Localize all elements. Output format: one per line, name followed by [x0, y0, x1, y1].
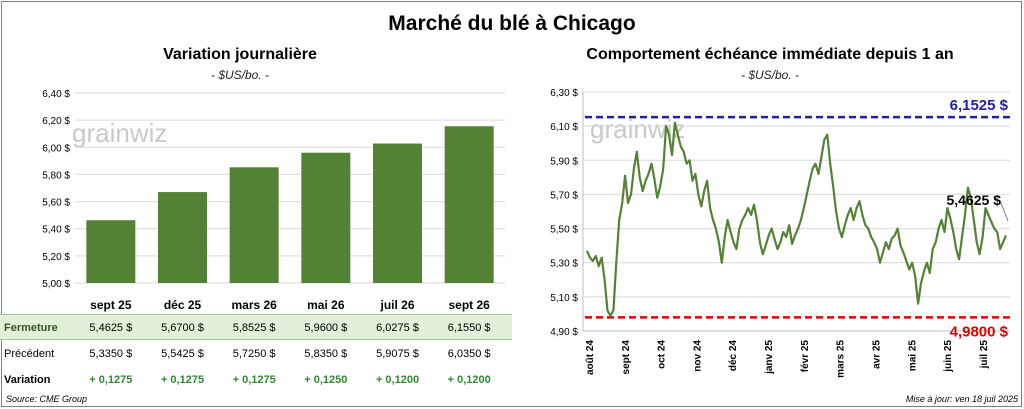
bar [373, 143, 422, 283]
bar [229, 167, 279, 283]
row-label-variation: Variation [4, 374, 51, 386]
y-tick-label: 6,40 $ [42, 89, 70, 100]
table-cell: 5,6700 $ [161, 322, 204, 334]
last-value-label: 5,4625 $ [947, 192, 1002, 208]
x-category-label: déc 25 [164, 298, 202, 312]
bar [444, 126, 494, 283]
table-cell: 5,9075 $ [376, 348, 419, 360]
y-tick-label: 5,30 $ [550, 259, 578, 270]
x-tick-label: juil 25 [979, 340, 990, 370]
line-chart-unit: - $US/bo. - [740, 68, 800, 82]
min-value-label: 4,9800 $ [950, 323, 1009, 340]
line-chart: grainwiz 4,90 $ 5,10 $ 5,30 $ 5,50 $ 5,70 $ 5,… [550, 88, 1010, 378]
y-tick-label: 5,00 $ [42, 279, 70, 290]
bar-chart-unit: - $US/bo. - [210, 68, 270, 82]
watermark-logo: grainwiz [590, 114, 685, 144]
table-cell: 5,9600 $ [304, 322, 348, 334]
row-label-precedent: Précédent [4, 348, 55, 360]
y-tick-label: 6,30 $ [550, 88, 578, 99]
table-row-precedent: Précédent 5,3350 $ 5,5425 $ 5,7250 $ 5,8350… [0, 341, 512, 367]
x-tick-label: août 24 [585, 340, 596, 375]
x-tick-label: sept 24 [621, 340, 632, 375]
bar-chart: grainwiz 5,00 $ 5,20 $ 5,40 $ 5,60 $ 5,80 $ 6,… [42, 89, 505, 312]
table-cell: + 0,1200 [447, 374, 491, 386]
x-tick-label: déc 24 [728, 340, 739, 372]
table-row-fermeture: Fermeture 5,4625 $ 5,6700 $ 5,8525 $ 5,9600… [0, 314, 512, 340]
table-cell: 5,8525 $ [232, 322, 276, 334]
table-cell: + 0,1275 [232, 374, 276, 386]
table-cell: 5,5425 $ [161, 348, 204, 360]
x-tick-label: mars 25 [836, 340, 847, 378]
y-tick-label: 4,90 $ [550, 327, 578, 338]
table-cell: 5,4625 $ [89, 322, 133, 334]
x-tick-label: oct 24 [657, 340, 668, 369]
table-cell: + 0,1275 [89, 374, 133, 386]
update-note: Mise à jour: ven 18 juil 2025 [905, 394, 1018, 404]
table-cell: 5,3350 $ [89, 348, 133, 360]
y-tick-label: 5,80 $ [42, 170, 70, 181]
x-tick-label: janv 25 [764, 340, 775, 375]
y-tick-label: 5,40 $ [42, 225, 70, 236]
table-cell: + 0,1200 [375, 374, 420, 386]
x-category-label: mars 26 [231, 298, 277, 312]
last-value-leader [1000, 202, 1009, 222]
y-tick-label: 5,60 $ [42, 198, 70, 209]
table-cell: 6,1550 $ [447, 322, 491, 334]
bar-chart-title: Variation journalière [163, 46, 317, 63]
x-category-label: sept 25 [90, 298, 132, 312]
y-tick-label: 5,20 $ [42, 252, 70, 263]
table-cell: + 0,1275 [160, 374, 205, 386]
y-tick-label: 6,10 $ [550, 122, 578, 133]
y-tick-label: 5,70 $ [550, 190, 578, 201]
row-label-fermeture: Fermeture [4, 322, 58, 334]
x-tick-label: nov 24 [692, 340, 703, 372]
x-tick-label: juin 25 [943, 340, 954, 373]
table-cell: 5,8350 $ [304, 348, 348, 360]
x-category-label: mai 26 [307, 298, 345, 312]
max-value-label: 6,1525 $ [950, 97, 1009, 114]
table-cell: 6,0275 $ [376, 322, 419, 334]
y-tick-label: 5,10 $ [550, 293, 578, 304]
series-line [585, 121, 1008, 317]
y-tick-label: 5,90 $ [550, 156, 578, 167]
x-tick-label: avr 25 [871, 340, 882, 369]
y-tick-label: 5,50 $ [550, 225, 578, 236]
watermark-logo: grainwiz [72, 118, 167, 148]
table-cell: 6,0350 $ [447, 348, 491, 360]
table-cell: + 0,1250 [304, 374, 348, 386]
table-row-variation: Variation + 0,1275 + 0,1275 + 0,1275 + 0,12… [0, 367, 512, 393]
bar [158, 192, 207, 283]
x-category-label: juil 26 [379, 298, 414, 312]
x-category-label: sept 26 [448, 298, 490, 312]
bar [86, 220, 136, 283]
main-title: Marché du blé à Chicago [388, 12, 636, 35]
x-tick-label: févr 25 [800, 340, 811, 373]
source-note: Source: CME Group [6, 394, 88, 404]
y-tick-label: 6,20 $ [42, 116, 70, 127]
y-tick-label: 6,00 $ [42, 143, 70, 154]
x-tick-label: mai 25 [907, 340, 918, 372]
bar [301, 152, 351, 283]
table-cell: 5,7250 $ [232, 348, 276, 360]
line-chart-title: Comportement échéance immédiate depuis 1… [586, 46, 954, 63]
